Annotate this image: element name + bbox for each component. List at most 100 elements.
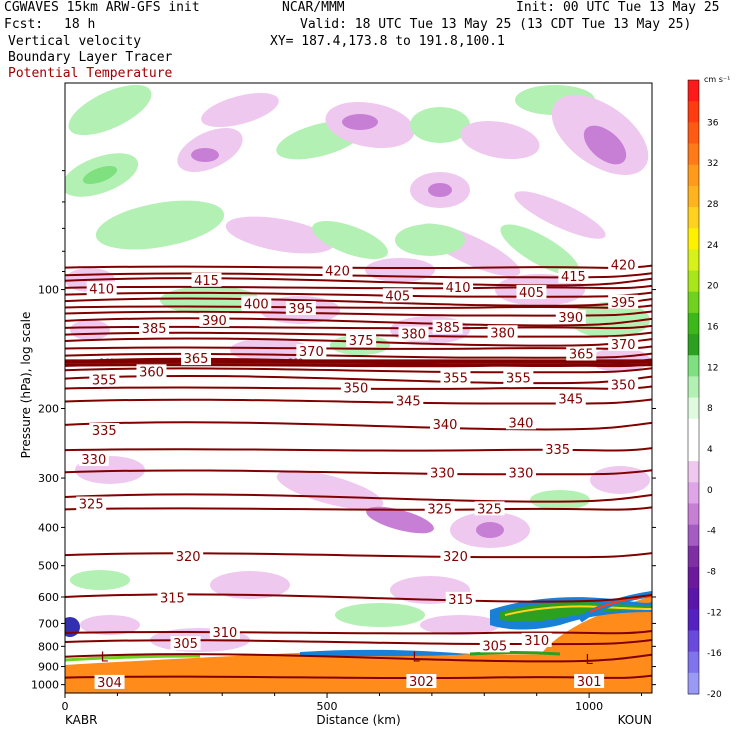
theta-label-bg [487,325,518,340]
theta-contour-line [65,317,652,327]
colorbar-swatch [688,185,699,208]
theta-label: 390 [558,311,583,326]
theta-label-bg [322,263,353,278]
theta-label-bg [505,465,536,480]
theta-label-bg [78,451,109,466]
y-tick-label: 800 [38,640,59,653]
theta-contour-line [65,493,652,503]
theta-label-small: 360 [288,357,303,366]
theta-label-bg [157,590,188,605]
colorbar-label: 24 [707,241,719,251]
theta-labels: 420 420 415 415 410 410 405 405 400 395 395 390 390 3… [76,257,639,691]
y-tick-label: 100 [38,284,59,297]
theta-label: 400 [244,297,269,312]
colorbar-swatch [688,651,699,674]
theta-label-bg [555,309,586,324]
theta-contour-line [65,447,652,452]
colorbar-label: 12 [707,363,718,373]
theta-label-bg [521,632,552,647]
theta-label-small: 360 [99,357,114,366]
center-name: NCAR/MMM [282,0,345,15]
theta-label-bg [199,312,230,327]
theta-label-bg [427,465,458,480]
x-axis-label: Distance (km) [316,713,400,727]
x-tick-label: 1000 [575,700,603,713]
y-tick-label: 1000 [31,679,59,692]
theta-label: 395 [288,302,313,317]
theta-label-bg [443,279,474,294]
theta-label: 395 [611,296,636,311]
theta-label: 390 [202,314,227,329]
theta-label-bg [89,372,120,387]
theta-label-bg [173,548,204,563]
colorbar-swatch [688,355,699,377]
colorbar-swatch [688,270,699,293]
theta-label: 302 [409,675,434,690]
theta-label: 365 [569,347,594,362]
colorbar-swatch [688,545,699,568]
theta-label-bg [608,294,639,309]
theta-contour-line [65,653,652,663]
colorbar-swatch [688,207,699,229]
theta-label-bg [346,333,377,348]
theta-label-bg [136,364,167,379]
theta-label: 325 [427,502,452,517]
theta-label-bg [76,496,107,511]
init-time: Init: 00 UTC Tue 13 May 25 [516,0,720,15]
theta-label-bg [296,344,327,359]
colorbar-swatch [688,566,699,589]
theta-label: 304 [97,676,122,691]
theta-label-bg [479,638,510,653]
theta-contour-line [65,324,652,330]
theta-contour-line [65,272,652,279]
theta-label-bg [440,370,471,385]
left-station-label: KABR [65,713,97,727]
theta-label: 350 [343,381,368,396]
colorbar-label: 20 [707,282,719,292]
theta-label: 370 [611,338,636,353]
colorbar-swatch [688,376,699,399]
colorbar-swatch [688,228,699,250]
colorbar: 36 32 28 24 20 16 12 8 4 0 -4 -8 -12 -16 -20 cm s⁻¹ [687,75,730,700]
colorbar-label: 8 [707,404,713,414]
theta-label: 315 [160,591,185,606]
colorbar-swatch [688,143,699,166]
y-tick-label: 300 [38,472,59,485]
theta-label: 375 [349,334,374,349]
theta-label: 385 [142,322,167,337]
colorbar-swatch [688,122,699,145]
y-tick-label: 900 [38,661,59,674]
colorbar-swatch [688,630,699,653]
theta-label-bg [139,321,170,336]
colorbar-label: 28 [707,200,719,210]
theta-label: 340 [433,418,458,433]
low-marker: L [101,651,109,666]
theta-label-bg [445,591,476,606]
colorbar-label: -8 [707,568,716,578]
colorbar-swatch [688,101,699,123]
field-vertical-velocity: Vertical velocity [8,34,142,49]
y-axis-label: Pressure (hPa), log scale [19,312,33,459]
forecast-hour: 18 h [64,17,96,32]
theta-label: 385 [435,321,460,336]
model-title: CGWAVES 15km ARW-GFS init [4,0,200,15]
theta-label: 415 [561,270,586,285]
theta-label-bg [429,416,460,431]
colorbar-swatch [688,524,699,547]
shaded-fields [65,84,652,693]
theta-label: 355 [443,372,468,387]
y-tick-label: 500 [38,560,59,573]
theta-contour-line [65,421,652,431]
theta-label: 355 [506,372,531,387]
theta-label: 355 [92,374,117,389]
theta-label: 330 [81,453,106,468]
theta-contour-line [65,352,652,359]
field-boundary-layer-tracer: Boundary Layer Tracer [8,50,173,65]
colorbar-label: 0 [707,486,713,496]
colorbar-swatch [688,461,699,483]
theta-label-bg [558,269,589,284]
y-tick-label: 400 [38,521,59,534]
theta-label: 405 [385,289,410,304]
